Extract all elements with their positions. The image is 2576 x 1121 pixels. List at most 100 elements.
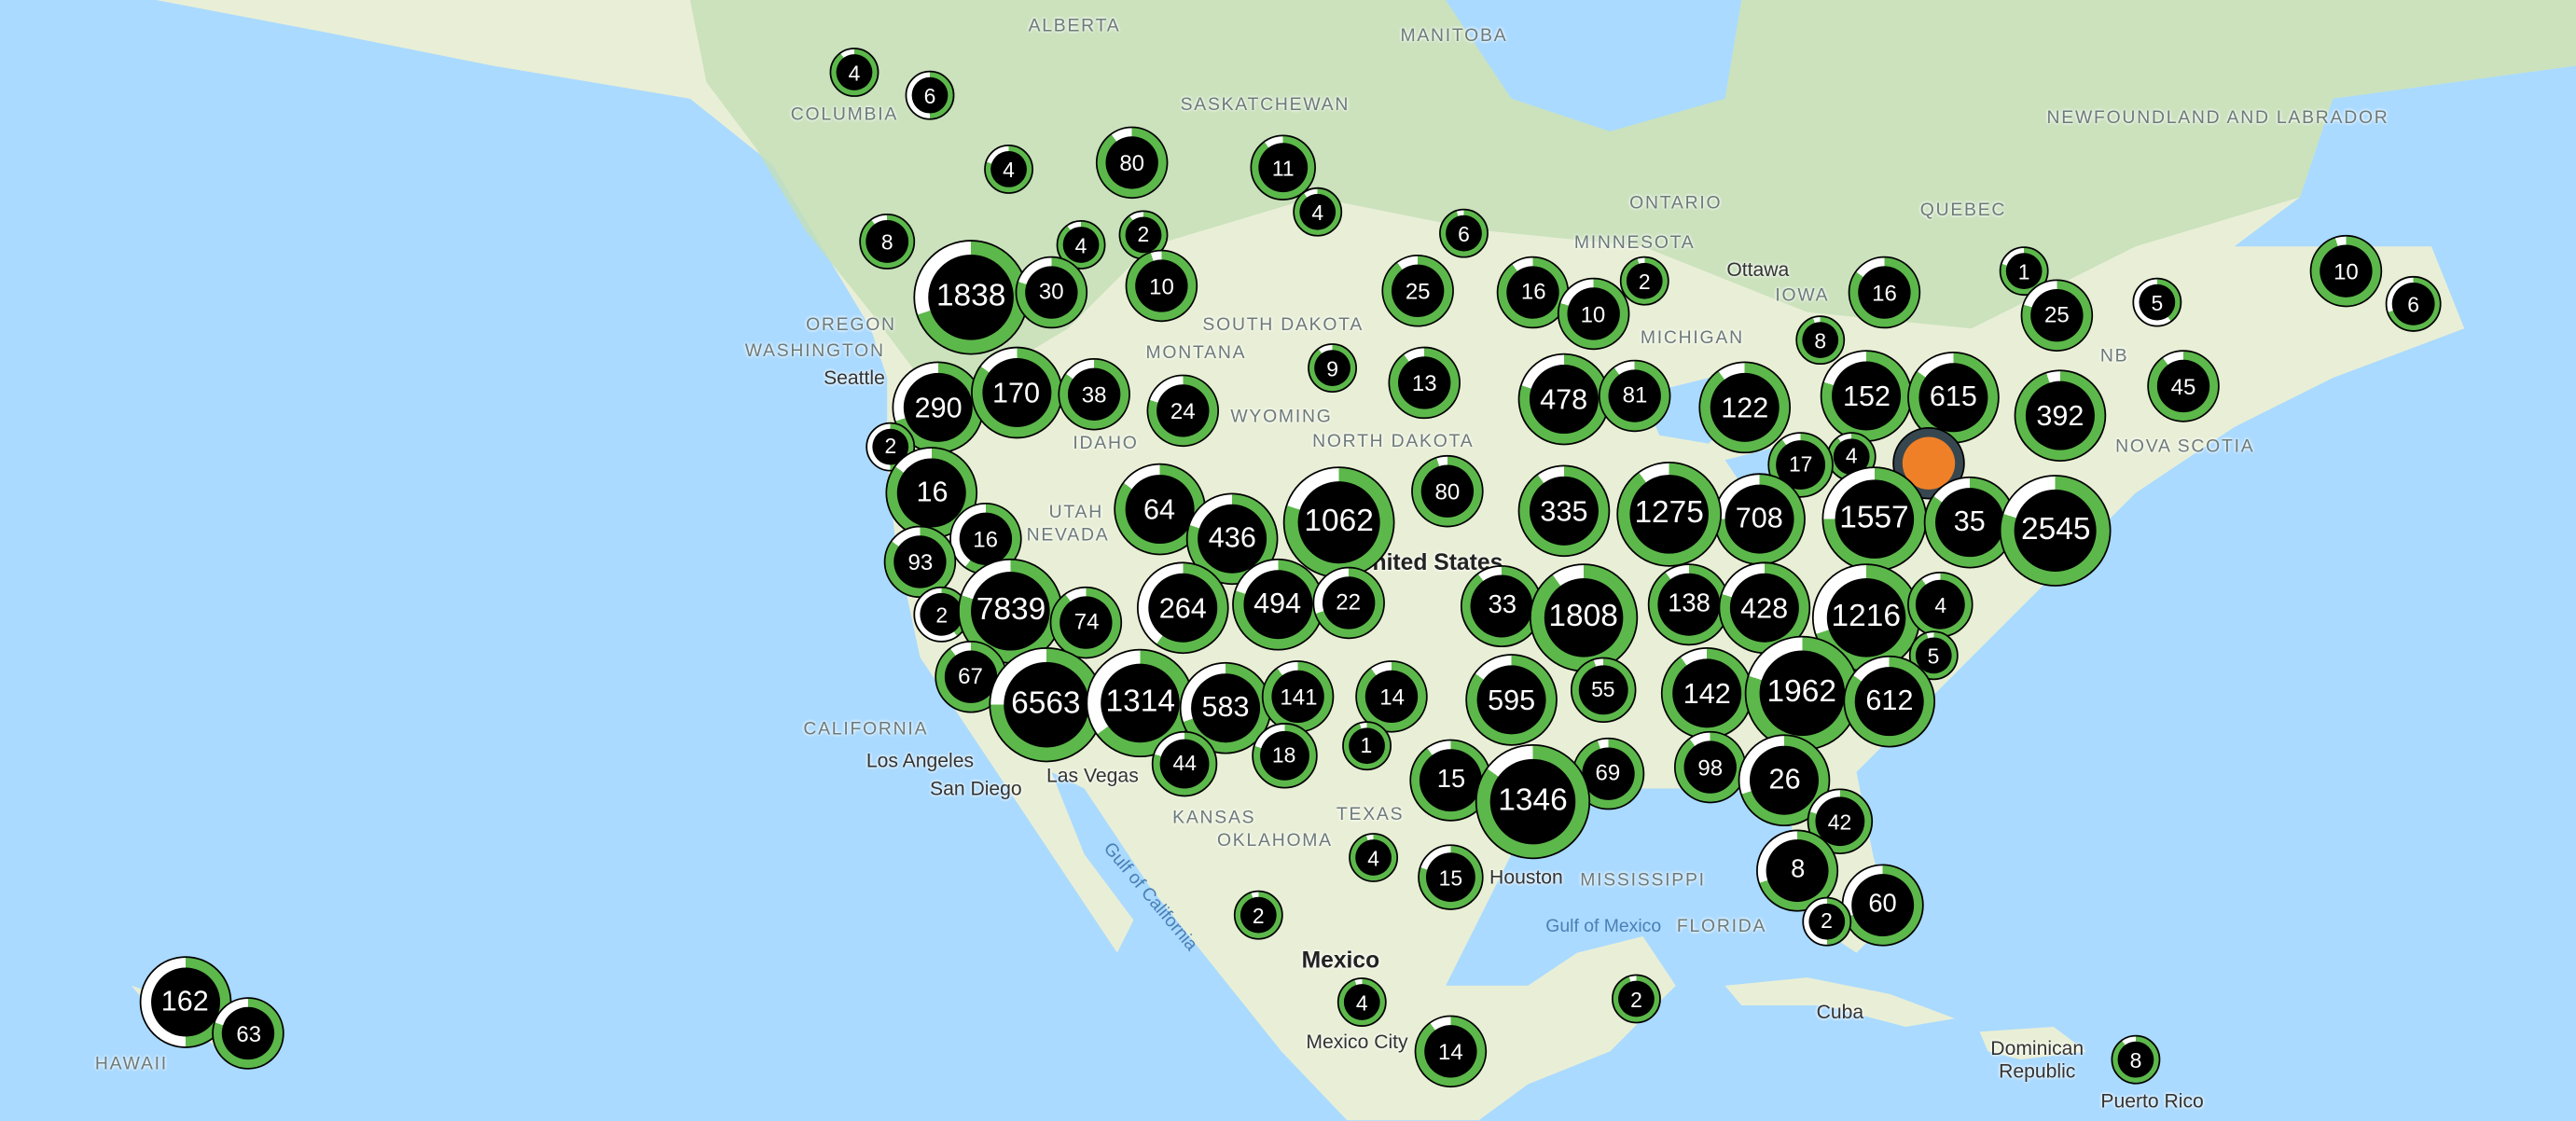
cluster-marker[interactable]: 69 <box>1572 737 1644 810</box>
cluster-marker[interactable]: 8 <box>2111 1034 2161 1085</box>
cluster-marker[interactable]: 2 <box>1612 974 1661 1024</box>
cluster-marker[interactable]: 15 <box>1418 844 1484 910</box>
cluster-marker[interactable]: 152 <box>1821 350 1913 443</box>
cluster-marker[interactable]: 8 <box>1795 315 1846 366</box>
cluster-marker[interactable]: 1275 <box>1616 461 1723 567</box>
cluster-marker[interactable]: 44 <box>1152 730 1218 796</box>
cluster-marker[interactable]: 81 <box>1599 359 1671 432</box>
cluster-marker[interactable]: 25 <box>2020 278 2094 352</box>
cluster-marker[interactable]: 392 <box>2014 369 2107 462</box>
cluster-marker[interactable]: 60 <box>1841 864 1924 948</box>
cluster-marker[interactable]: 1838 <box>913 241 1029 356</box>
cluster-marker[interactable]: 4 <box>1336 977 1387 1027</box>
cluster-marker[interactable]: 2545 <box>2000 475 2112 588</box>
cluster-marker[interactable]: 1346 <box>1475 744 1591 860</box>
cluster-count: 2545 <box>2015 490 2098 573</box>
cluster-marker[interactable]: 4 <box>1907 572 1974 638</box>
cluster-count: 69 <box>1581 747 1635 800</box>
cluster-marker[interactable]: 708 <box>1712 473 1806 565</box>
cluster-count: 11 <box>1258 143 1309 193</box>
cluster-count: 2 <box>1626 262 1663 299</box>
cluster-marker[interactable]: 14 <box>1414 1015 1488 1088</box>
map-label-iowa: IOWA <box>1775 285 1830 306</box>
cluster-marker[interactable]: 1962 <box>1744 636 1860 752</box>
cluster-marker[interactable]: 4 <box>984 145 1033 194</box>
cluster-marker[interactable]: 10 <box>1557 278 1629 351</box>
cluster-marker[interactable]: 93 <box>884 526 957 599</box>
map-label-texas: TEXAS <box>1336 805 1405 825</box>
cluster-marker[interactable]: 55 <box>1570 657 1637 723</box>
cluster-count: 4 <box>836 54 873 90</box>
cluster-marker[interactable]: 615 <box>1907 351 2000 444</box>
cluster-count: 33 <box>1471 574 1534 637</box>
cluster-marker[interactable]: 1808 <box>1529 562 1638 672</box>
cluster-marker[interactable]: 595 <box>1465 654 1558 746</box>
cluster-marker[interactable]: 45 <box>2147 350 2220 422</box>
cluster-marker[interactable]: 612 <box>1843 655 1936 747</box>
cluster-marker[interactable]: 4 <box>1349 833 1399 882</box>
cluster-count: 142 <box>1672 658 1742 728</box>
cluster-marker[interactable]: 2 <box>1619 256 1669 306</box>
cluster-count: 2 <box>1808 903 1845 940</box>
cluster-marker[interactable]: 80 <box>1095 126 1169 200</box>
cluster-marker[interactable]: 16 <box>886 446 978 539</box>
cluster-marker[interactable]: 16 <box>1848 256 1921 329</box>
cluster-marker[interactable]: 6563 <box>988 646 1103 763</box>
cluster-marker[interactable]: 1062 <box>1282 466 1395 579</box>
cluster-marker[interactable]: 30 <box>1015 255 1087 328</box>
cluster-marker[interactable]: 14 <box>1355 660 1429 734</box>
cluster-marker[interactable]: 98 <box>1673 730 1747 804</box>
cluster-marker[interactable]: 1 <box>1341 720 1392 770</box>
hispaniola <box>1979 1026 2087 1060</box>
cluster-marker[interactable]: 170 <box>970 346 1062 439</box>
cluster-marker[interactable]: 24 <box>1146 374 1220 448</box>
cluster-marker[interactable]: 5 <box>2132 277 2182 327</box>
cluster-marker[interactable]: 4 <box>1293 187 1343 237</box>
map-label-newfoundland: NEWFOUNDLAND AND LABRADOR <box>2046 108 2389 129</box>
cluster-marker[interactable]: 2 <box>1233 890 1283 940</box>
cluster-count: 1962 <box>1758 651 1845 737</box>
cluster-marker[interactable]: 6 <box>905 70 955 120</box>
map-label-minnesota: MINNESOTA <box>1573 233 1696 254</box>
cluster-marker[interactable]: 38 <box>1058 358 1130 431</box>
cluster-marker[interactable]: 10 <box>1125 249 1198 323</box>
cluster-marker[interactable]: 4 <box>829 48 879 97</box>
cluster-marker[interactable]: 138 <box>1647 563 1731 646</box>
cluster-marker[interactable]: 74 <box>1050 586 1123 659</box>
cluster-marker[interactable]: 11 <box>1250 134 1316 201</box>
cluster-marker[interactable]: 162 <box>138 955 231 1048</box>
cluster-marker[interactable]: 25 <box>1381 255 1454 327</box>
map-label-wyoming: WYOMING <box>1230 407 1333 427</box>
cluster-marker[interactable]: 122 <box>1698 361 1792 454</box>
cluster-marker[interactable]: 10 <box>2309 234 2383 308</box>
cluster-marker[interactable]: 142 <box>1660 647 1753 740</box>
cluster-marker[interactable]: 16 <box>1497 256 1570 328</box>
cluster-marker[interactable]: 335 <box>1517 464 1611 558</box>
cluster-marker[interactable]: 8 <box>859 213 916 270</box>
cluster-marker[interactable]: 9 <box>1308 343 1357 393</box>
cluster-marker[interactable]: 80 <box>1411 454 1484 528</box>
cluster-marker[interactable]: 4 <box>1056 220 1106 270</box>
cluster-marker[interactable]: 6 <box>1439 208 1489 258</box>
cluster-marker[interactable]: 1314 <box>1086 648 1195 758</box>
cluster-count: 26 <box>1750 745 1820 815</box>
forest-shading <box>689 0 2576 379</box>
cluster-marker[interactable]: 494 <box>1231 558 1323 650</box>
cluster-count: 8 <box>2117 1041 2154 1078</box>
cluster-marker[interactable]: 478 <box>1517 353 1610 446</box>
cluster-count: 4 <box>1916 579 1966 630</box>
cluster-marker[interactable]: 264 <box>1136 561 1229 655</box>
cluster-marker[interactable]: 290 <box>892 361 985 454</box>
cluster-marker[interactable]: 2 <box>1802 896 1851 947</box>
cluster-marker[interactable]: 13 <box>1388 346 1461 420</box>
cluster-marker[interactable]: 63 <box>212 997 285 1071</box>
cluster-marker[interactable]: 18 <box>1251 722 1317 789</box>
cluster-marker[interactable]: 8 <box>1756 829 1839 912</box>
cluster-marker[interactable]: 1557 <box>1821 466 1927 573</box>
cluster-marker[interactable]: 141 <box>1262 660 1336 733</box>
cluster-count: 67 <box>944 650 997 703</box>
cluster-marker[interactable]: 22 <box>1311 566 1385 639</box>
cluster-marker[interactable]: 6 <box>2385 275 2442 332</box>
cluster-count: 45 <box>2156 359 2210 413</box>
